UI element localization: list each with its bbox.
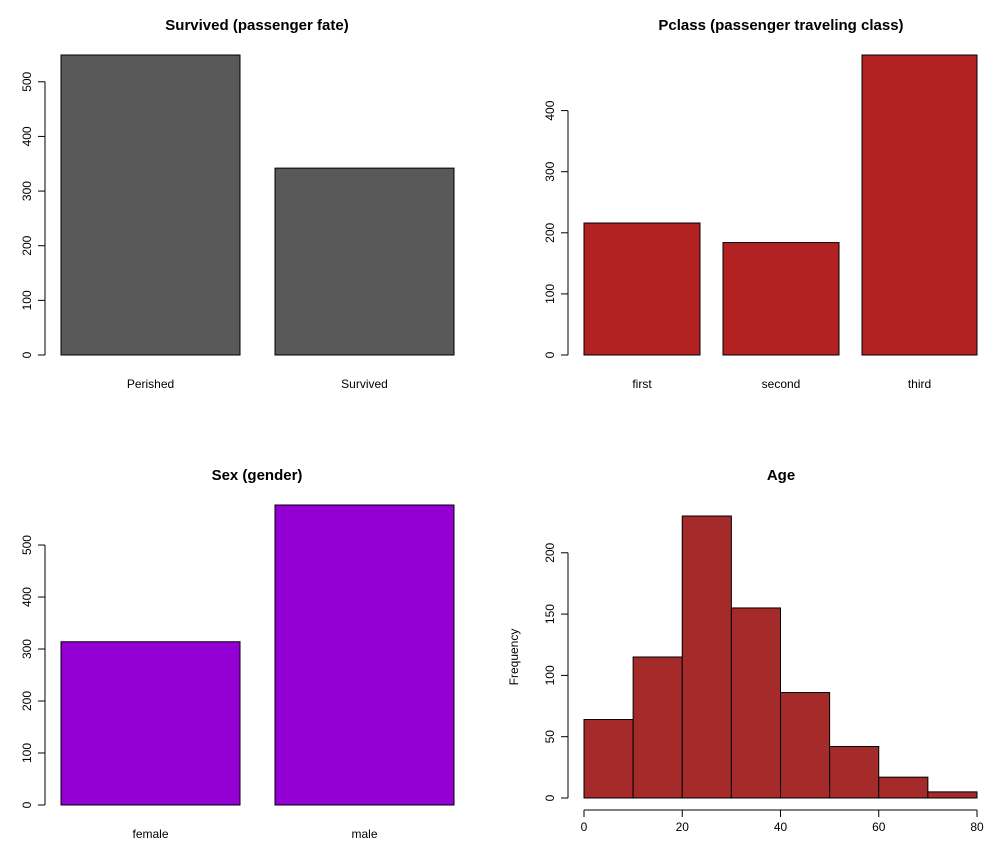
x-tick-label: third xyxy=(908,377,931,391)
y-tick-label: 200 xyxy=(20,235,34,255)
y-tick-label: 400 xyxy=(543,100,557,120)
y-tick-label: 400 xyxy=(20,126,34,146)
y-tick-label: 400 xyxy=(20,587,34,607)
bars-group: 0 20 40 60 80 0 50 100 150 200 xyxy=(543,515,984,834)
x-tick-label: first xyxy=(632,377,652,391)
x-tick-label: 60 xyxy=(872,820,886,834)
y-tick-label: 150 xyxy=(543,604,557,624)
bar xyxy=(60,54,241,356)
panel-pclass: Pclass (passenger traveling class) first… xyxy=(543,17,978,391)
x-tick-label: male xyxy=(351,827,377,841)
y-tick-label: 100 xyxy=(543,284,557,304)
y-tick-label: 200 xyxy=(543,222,557,242)
histogram-bar xyxy=(632,656,683,799)
x-tick-label: 0 xyxy=(581,820,588,834)
x-tick-label: 80 xyxy=(970,820,984,834)
bar xyxy=(274,167,455,356)
y-tick-label: 0 xyxy=(543,351,557,358)
y-tick-label: 0 xyxy=(20,351,34,358)
panel-survived: Survived (passenger fate) Perished Surviv… xyxy=(20,17,455,391)
x-tick-label: Perished xyxy=(127,377,174,391)
y-tick-label: 500 xyxy=(20,535,34,555)
x-tick-label: 40 xyxy=(774,820,788,834)
chart-title: Pclass (passenger traveling class) xyxy=(658,17,903,34)
bar xyxy=(722,242,840,356)
y-tick-label: 100 xyxy=(20,290,34,310)
chart-title: Age xyxy=(767,467,795,484)
x-tick-label: 20 xyxy=(676,820,690,834)
y-tick-label: 100 xyxy=(543,665,557,685)
histogram-bar xyxy=(829,746,880,799)
x-tick-label: second xyxy=(762,377,801,391)
y-tick-label: 0 xyxy=(543,794,557,801)
histogram-bar xyxy=(583,719,634,799)
x-tick-label: female xyxy=(132,827,168,841)
histogram-bar xyxy=(780,692,831,799)
x-tick-label: Survived xyxy=(341,377,388,391)
histogram-bar xyxy=(730,607,781,799)
y-tick-label: 0 xyxy=(20,801,34,808)
bar xyxy=(583,222,701,356)
bar xyxy=(274,504,455,806)
y-tick-label: 200 xyxy=(20,691,34,711)
panel-age: Age Frequency 0 20 40 60 80 0 50 100 150 200 xyxy=(507,467,984,834)
panel-sex: Sex (gender) female male 0 100 200 300 400 500 xyxy=(20,467,455,841)
chart-title: Survived (passenger fate) xyxy=(165,17,348,34)
y-axis-title: Frequency xyxy=(507,629,521,686)
y-tick-label: 200 xyxy=(543,542,557,562)
y-tick-label: 50 xyxy=(543,730,557,744)
histogram-bar xyxy=(878,776,929,799)
y-tick-label: 500 xyxy=(20,71,34,91)
bars-group: female male 0 100 200 300 400 500 xyxy=(20,504,455,841)
chart-title: Sex (gender) xyxy=(212,467,303,484)
histogram-bar xyxy=(681,515,732,799)
bars-group: Perished Survived 0 100 200 300 400 500 xyxy=(20,54,455,391)
bar xyxy=(60,641,241,806)
bar xyxy=(861,54,978,356)
y-tick-label: 300 xyxy=(20,639,34,659)
y-tick-label: 300 xyxy=(543,161,557,181)
histogram-bar xyxy=(927,791,978,799)
y-tick-label: 300 xyxy=(20,181,34,201)
bars-group: first second third 0 100 200 300 400 xyxy=(543,54,978,391)
y-tick-label: 100 xyxy=(20,743,34,763)
